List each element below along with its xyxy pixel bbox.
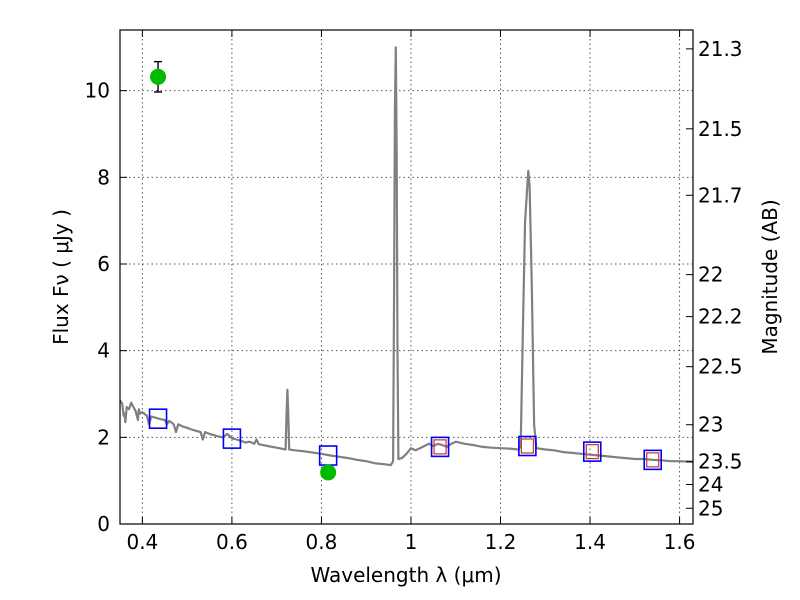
mag-tick-label: 24 [698,472,723,496]
grid-lines [120,30,693,525]
mag-tick-label: 21.5 [698,117,743,141]
mag-tick-label: 22.5 [698,355,743,379]
y-tick-label: 2 [97,425,110,449]
y-tick-label: 0 [97,512,110,536]
spectrum-series [119,46,694,467]
mag-tick-label: 21.3 [698,37,743,61]
model-flux-box [430,436,450,458]
spectrum-line [119,46,694,467]
mag-tick-label: 25 [698,496,723,520]
model-flux-box-inner [433,439,447,455]
x-tick-label: 0.8 [306,530,338,554]
model-flux-box [148,408,168,430]
model-flux-box [643,449,663,471]
model-flux-box-inner [520,438,534,454]
mag-tick-label: 21.7 [698,183,743,207]
model-flux-box-inner [585,444,599,460]
observed-flux-point [150,68,167,85]
x-tick-label: 1.4 [574,530,606,554]
y-axis-label: Flux Fν ( μJy ) [49,209,73,345]
x-tick-label: 1.6 [664,530,696,554]
observed-flux-point [320,464,337,481]
y-axis-right-label: Magnitude (AB) [758,199,782,354]
mag-tick-label: 22.2 [698,305,743,329]
x-tick-label: 1 [405,530,418,554]
axis-labels: Wavelength λ (μm) Flux Fν ( μJy ) Magnit… [49,199,782,587]
x-axis-label: Wavelength λ (μm) [310,563,501,587]
model-flux-box [518,435,537,457]
model-flux-box-inner [646,452,660,468]
mag-tick-label: 23.5 [698,449,743,473]
x-tick-label: 0.6 [216,530,248,554]
model-flux-box [222,428,242,449]
mag-tick-label: 22 [698,263,723,287]
y-tick-label: 10 [85,79,110,103]
y-tick-label: 6 [97,252,110,276]
x-tick-label: 1.2 [485,530,517,554]
plot-frame [119,29,694,525]
data-markers [148,60,663,481]
model-flux-box [582,441,602,462]
axes: 0.4 0.6 0.8 1 1.2 1.4 1.6024681021.321.521.722… [85,29,743,554]
mag-tick-label: 23 [698,413,723,437]
y-tick-label: 4 [97,339,110,363]
y-tick-label: 8 [97,165,110,189]
x-tick-label: 0.4 [126,530,158,554]
